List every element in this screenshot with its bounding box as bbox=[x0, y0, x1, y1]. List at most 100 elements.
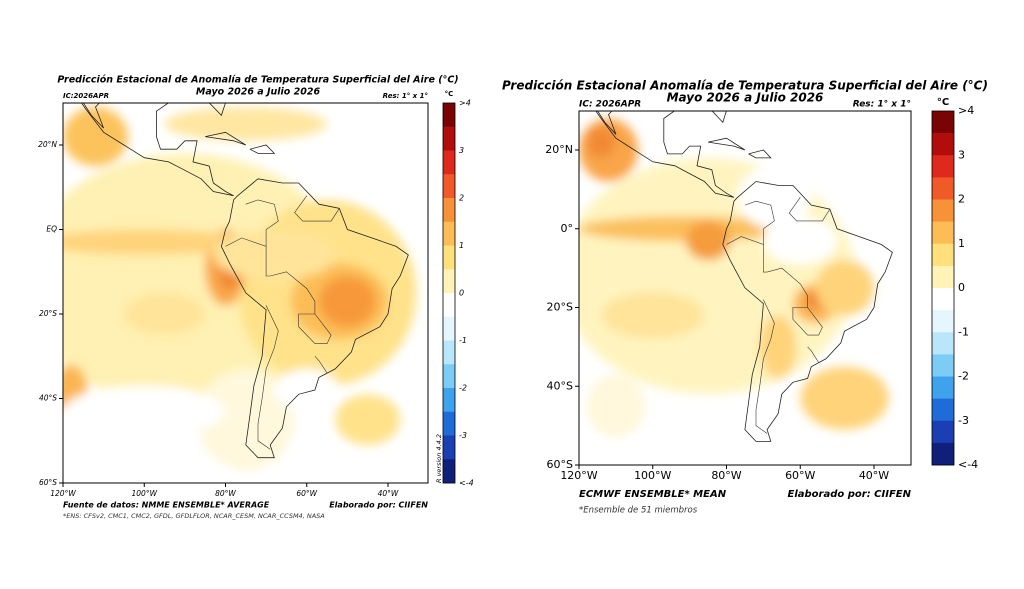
border bbox=[767, 267, 808, 308]
map-panel: Predicción Estacional Anomalía de Temper… bbox=[502, 79, 988, 516]
colorbar-label: 1 bbox=[958, 237, 965, 250]
colorbar-step bbox=[932, 310, 954, 333]
colorbar-step bbox=[443, 174, 455, 199]
lon-label: 60°W bbox=[785, 469, 815, 482]
border bbox=[788, 197, 831, 222]
lat-label: EQ bbox=[46, 225, 57, 234]
lon-label: 120°W bbox=[560, 469, 597, 482]
colorbar-step bbox=[932, 420, 954, 444]
colorbar-label: >4 bbox=[958, 104, 974, 117]
colorbar-label: -1 bbox=[459, 336, 467, 345]
colorbar-label: <-4 bbox=[958, 458, 978, 471]
colorbar-step bbox=[932, 354, 954, 377]
anomaly-region bbox=[800, 366, 889, 430]
colorbar-step bbox=[443, 126, 455, 151]
colorbar-step bbox=[932, 243, 954, 267]
footer-note: *ENS: CFSv2, CMC1, CMC2, GFDL, GFDLFLOR,… bbox=[63, 512, 325, 520]
anomaly-region bbox=[335, 394, 401, 445]
colorbar-step bbox=[443, 364, 455, 389]
colorbar-step bbox=[932, 221, 954, 245]
colorbar-step bbox=[443, 103, 455, 128]
colorbar-step bbox=[932, 199, 954, 222]
footer-source: Fuente de datos: NMME ENSEMBLE* AVERAGE bbox=[63, 501, 270, 510]
colorbar-label: -1 bbox=[958, 325, 969, 338]
colorbar-step bbox=[932, 133, 954, 156]
colorbar-step bbox=[443, 293, 455, 318]
lat-label: 60°S bbox=[547, 458, 573, 471]
colorbar-step bbox=[443, 198, 455, 223]
version: R version 4.4.2 bbox=[435, 434, 443, 483]
anomaly-region bbox=[685, 220, 731, 261]
colorbar-step bbox=[932, 265, 954, 289]
border bbox=[294, 195, 340, 222]
lat-label: 0° bbox=[561, 222, 574, 235]
colorbar-label: 2 bbox=[958, 193, 965, 206]
lat-label: 20°N bbox=[38, 140, 57, 149]
colorbar-frame bbox=[931, 110, 955, 466]
lon-label: 100°W bbox=[132, 489, 158, 498]
coastline bbox=[597, 111, 617, 135]
lat-label: 20°S bbox=[547, 301, 573, 314]
subtitle: Mayo 2026 a Julio 2026 bbox=[667, 91, 824, 105]
border bbox=[744, 200, 775, 245]
colorbar-step bbox=[443, 340, 455, 365]
map-panel: Predicción Estacional de Anomalía de Tem… bbox=[38, 75, 474, 521]
colorbar-step bbox=[443, 245, 455, 270]
lon-label: 100°W bbox=[634, 469, 671, 482]
anomaly-region bbox=[586, 126, 616, 158]
coastline bbox=[220, 178, 409, 459]
lon-label: 60°W bbox=[296, 489, 317, 498]
border bbox=[270, 271, 316, 314]
anomaly-region bbox=[815, 260, 874, 316]
colorbar-step bbox=[932, 111, 954, 134]
coastline bbox=[249, 144, 276, 154]
anomaly-region bbox=[601, 291, 705, 339]
colorbar-label: 2 bbox=[459, 194, 464, 203]
border bbox=[792, 307, 823, 336]
border bbox=[298, 313, 332, 344]
coastline bbox=[748, 149, 772, 159]
colorbar-label: -3 bbox=[459, 431, 467, 440]
coastline bbox=[722, 181, 893, 442]
anomaly-region bbox=[759, 315, 797, 379]
colorbar-step bbox=[932, 376, 954, 399]
coastline bbox=[708, 137, 746, 151]
anomaly-region bbox=[274, 368, 340, 412]
colorbar-label: 0 bbox=[459, 289, 464, 298]
anomaly-region bbox=[123, 292, 206, 336]
resolution: Res: 1° x 1° bbox=[383, 92, 428, 100]
anomaly-region bbox=[763, 216, 838, 265]
anomaly-region bbox=[164, 106, 328, 141]
lat-label: 20°N bbox=[545, 143, 573, 156]
colorbar-label: <-4 bbox=[459, 479, 474, 488]
initial-condition: IC:2026APR bbox=[63, 92, 109, 100]
footer-source: ECMWF ENSEMBLE* MEAN bbox=[579, 489, 727, 500]
footer-credit: Elaborado por: CIIFEN bbox=[788, 489, 912, 500]
colorbar-step bbox=[932, 442, 954, 466]
coastline bbox=[205, 131, 247, 146]
map-frame bbox=[578, 110, 912, 466]
resolution: Res: 1° x 1° bbox=[853, 100, 911, 110]
footer-credit: Elaborado por: CIIFEN bbox=[329, 501, 428, 510]
coastline bbox=[82, 103, 104, 129]
lon-label: 80°W bbox=[711, 469, 741, 482]
lat-label: 20°S bbox=[39, 309, 57, 318]
colorbar-unit: °C bbox=[937, 97, 949, 108]
colorbar-step bbox=[443, 221, 455, 246]
border bbox=[314, 356, 336, 374]
colorbar-step bbox=[443, 435, 455, 460]
colorbar-step bbox=[443, 316, 455, 341]
colorbar-label: 3 bbox=[459, 146, 464, 155]
anomaly-blobs bbox=[579, 118, 889, 438]
colorbar-unit: °C bbox=[445, 90, 454, 98]
border bbox=[807, 346, 827, 363]
border bbox=[755, 299, 775, 434]
map-frame bbox=[62, 102, 429, 484]
colorbar-label: -3 bbox=[958, 414, 969, 427]
lon-label: 80°W bbox=[215, 489, 236, 498]
anomaly-region bbox=[63, 106, 128, 167]
anomaly-region bbox=[63, 229, 246, 255]
anomaly-region bbox=[318, 275, 376, 327]
initial-condition: IC: 2026APR bbox=[579, 100, 641, 110]
